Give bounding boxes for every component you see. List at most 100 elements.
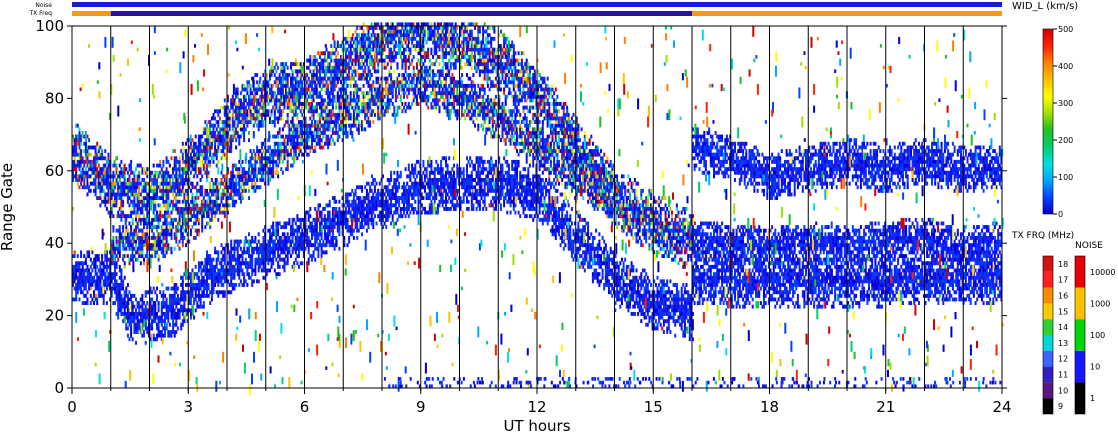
echo-cell-0	[385, 196, 388, 200]
echo-cell-0	[285, 225, 288, 229]
echo-cell-0	[511, 167, 514, 172]
echo-cell-1	[181, 152, 184, 157]
echo-cell-1	[197, 145, 200, 150]
echo-cell-0	[75, 297, 78, 302]
echo-cell-0	[162, 304, 165, 309]
echo-cell-0	[503, 203, 506, 208]
echo-cell-0	[126, 312, 129, 316]
echo-cell-0	[680, 286, 683, 291]
echo-cell-0	[146, 315, 149, 320]
echo-cell-0	[645, 272, 648, 277]
echo-cell-0	[233, 243, 236, 248]
echo-cell-0	[496, 185, 499, 190]
echo-cell-0	[167, 315, 170, 320]
echo-cell-1	[257, 116, 260, 121]
echo-cell-1	[75, 170, 78, 175]
echo-cell-0	[635, 297, 638, 302]
echo-cell-1	[151, 170, 154, 175]
echo-cell-1	[230, 141, 233, 146]
echo-cell-0	[391, 185, 394, 190]
echo-cell-0	[352, 228, 355, 233]
echo-cell-0	[110, 261, 113, 266]
echo-cell-0	[454, 185, 457, 190]
echo-cell-0	[277, 254, 280, 258]
echo-cell-1	[88, 174, 91, 179]
echo-cell-0	[207, 254, 210, 258]
echo-cell-0	[346, 203, 349, 208]
echo-cell-0	[378, 199, 381, 204]
echo-cell-1	[301, 83, 304, 88]
echo-cell-0	[183, 308, 186, 313]
echo-cell-0	[207, 275, 210, 280]
echo-cell-0	[674, 312, 677, 316]
echo-cell-0	[233, 257, 236, 262]
echo-cell-0	[194, 293, 197, 298]
echo-cell-0	[126, 319, 129, 324]
echo-cell-0	[270, 257, 273, 262]
echo-cell-0	[558, 210, 560, 215]
echo-cell-0	[269, 250, 271, 255]
echo-cell-0	[141, 308, 144, 313]
echo-cell-0	[485, 174, 488, 179]
echo-cell-0	[138, 326, 141, 331]
echo-cell-0	[189, 308, 192, 313]
echo-cell-0	[365, 196, 368, 200]
echo-cell-0	[551, 217, 554, 222]
echo-cell-0	[120, 272, 123, 277]
echo-cell-0	[328, 203, 331, 208]
echo-cell-0	[223, 272, 226, 277]
echo-cell-0	[233, 254, 236, 258]
echo-cell-0	[396, 174, 399, 179]
echo-cell-0	[490, 178, 493, 182]
echo-cell-0	[328, 214, 331, 219]
echo-cell-0	[469, 178, 472, 182]
echo-cell-0	[506, 159, 509, 164]
echo-cell-0	[598, 232, 601, 237]
echo-cell-0	[512, 203, 515, 208]
echo-cell-0	[139, 297, 142, 302]
echo-cell-0	[641, 308, 644, 313]
echo-cell-0	[466, 178, 468, 182]
echo-cell-0	[201, 261, 204, 266]
echo-cell-0	[422, 207, 425, 211]
echo-cell-0	[537, 185, 539, 190]
echo-cell-0	[409, 170, 412, 175]
echo-cell-0	[490, 188, 493, 193]
echo-cell-0	[367, 221, 370, 226]
echo-cell-0	[356, 225, 359, 229]
echo-cell-0	[477, 163, 480, 168]
echo-cell-0	[380, 192, 383, 197]
echo-cell-0	[290, 243, 292, 248]
echo-cell-0	[485, 178, 488, 182]
echo-cell-0	[225, 279, 228, 284]
echo-cell-0	[456, 199, 459, 204]
echo-cell-0	[671, 290, 673, 295]
echo-cell-0	[231, 275, 234, 280]
echo-cell-0	[459, 167, 462, 172]
echo-cell-0	[533, 207, 536, 211]
echo-cell-0	[390, 196, 393, 200]
echo-cell-0	[104, 257, 107, 262]
echo-cell-0	[320, 254, 323, 258]
echo-cell-0	[451, 199, 454, 204]
echo-cell-0	[385, 225, 388, 229]
echo-cell-0	[156, 326, 158, 331]
echo-cell-0	[600, 246, 602, 251]
echo-cell-0	[262, 228, 265, 233]
echo-cell-0	[411, 170, 414, 175]
echo-cell-0	[228, 290, 231, 295]
echo-cell-1	[154, 199, 157, 204]
echo-cell-1	[118, 163, 121, 168]
echo-cell-0	[407, 207, 410, 211]
echo-cell-0	[504, 192, 507, 197]
echo-cell-0	[173, 312, 176, 316]
echo-cell-0	[475, 170, 478, 175]
echo-cell-1	[275, 94, 278, 99]
echo-cell-0	[239, 261, 242, 266]
echo-cell-0	[383, 203, 386, 208]
echo-cell-0	[130, 322, 133, 327]
echo-cell-1	[183, 192, 186, 197]
echo-cell-0	[259, 261, 262, 266]
echo-cell-0	[344, 214, 347, 219]
echo-cell-0	[293, 232, 296, 237]
